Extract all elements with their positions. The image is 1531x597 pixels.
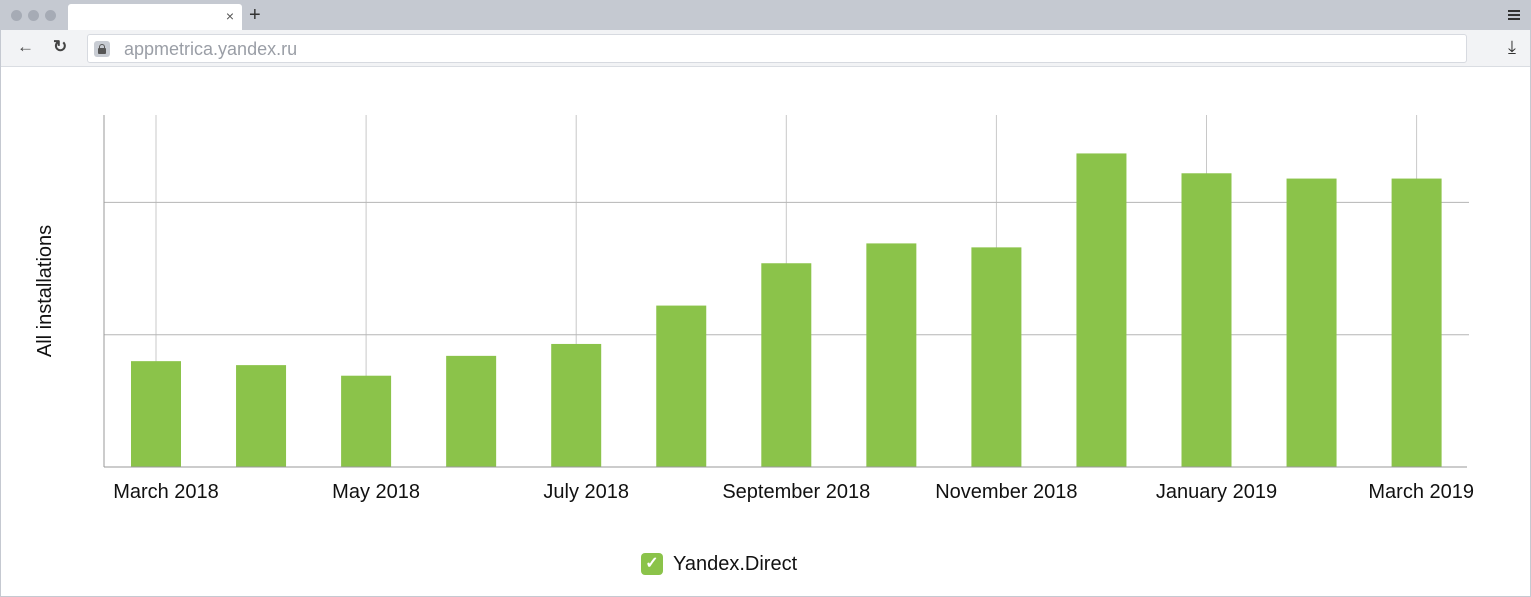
x-tick-label: May 2018 xyxy=(332,481,420,503)
browser-toolbar: ← ↻ appmetrica.yandex.ru ⤓ xyxy=(1,30,1530,67)
bar-3 xyxy=(341,375,392,467)
bar-8 xyxy=(866,243,917,467)
x-tick-label: January 2019 xyxy=(1156,481,1277,503)
bar-11 xyxy=(1181,173,1232,467)
new-tab-icon[interactable]: + xyxy=(249,4,261,26)
bar-6 xyxy=(656,305,707,467)
bar-5 xyxy=(551,343,602,467)
x-tick-label: November 2018 xyxy=(935,481,1077,503)
bars xyxy=(131,153,1442,468)
x-tick-label: July 2018 xyxy=(543,481,629,503)
bar-13 xyxy=(1391,178,1442,468)
bar-2 xyxy=(236,365,287,467)
bar-10 xyxy=(1076,153,1127,467)
x-tick-label: September 2018 xyxy=(722,481,870,503)
bar-9 xyxy=(971,247,1022,467)
minimize-window-dot[interactable] xyxy=(28,10,39,21)
bar-4 xyxy=(446,355,497,467)
title-bar: × + xyxy=(1,1,1530,30)
menu-icon[interactable] xyxy=(1508,10,1520,22)
window-controls xyxy=(11,10,56,21)
address-bar[interactable]: appmetrica.yandex.ru xyxy=(87,34,1467,63)
lock-icon xyxy=(94,41,110,57)
y-axis-label: All installations xyxy=(34,225,56,357)
legend[interactable]: ✓ Yandex.Direct xyxy=(641,552,797,576)
legend-checkbox-icon[interactable]: ✓ xyxy=(641,553,663,575)
reload-icon[interactable]: ↻ xyxy=(53,37,68,56)
bar-1 xyxy=(131,361,181,467)
legend-label: Yandex.Direct xyxy=(673,552,798,575)
url-text: appmetrica.yandex.ru xyxy=(124,39,298,59)
x-tick-label: March 2019 xyxy=(1368,481,1474,503)
back-icon[interactable]: ← xyxy=(17,37,34,56)
x-tick-labels: March 2018 May 2018 July 2018 September 201… xyxy=(113,481,1474,503)
bar-7 xyxy=(761,263,812,467)
maximize-window-dot[interactable] xyxy=(45,10,56,21)
bar-12 xyxy=(1286,178,1337,468)
close-window-dot[interactable] xyxy=(11,10,22,21)
tab-close-icon[interactable]: × xyxy=(225,8,234,24)
bar-chart: March 2018 May 2018 July 2018 September 201… xyxy=(34,115,1474,503)
download-icon[interactable]: ⤓ xyxy=(1508,37,1516,57)
x-tick-label: March 2018 xyxy=(113,481,219,503)
axes xyxy=(103,115,1467,468)
browser-tab[interactable]: × xyxy=(68,4,242,30)
